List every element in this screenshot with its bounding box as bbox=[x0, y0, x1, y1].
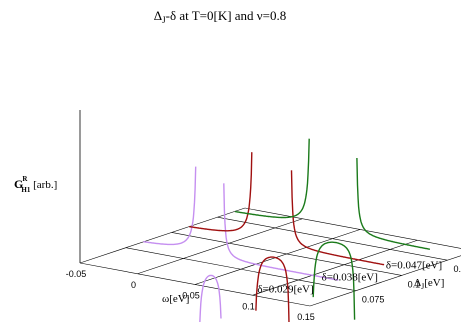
x-tick-label-3: 0.1 bbox=[242, 301, 255, 311]
y-tick-label-1: 0.1 bbox=[408, 279, 421, 289]
delta-label-2: δ=0.047[eV] bbox=[386, 260, 442, 272]
y-tick-label-0: 0.075 bbox=[362, 295, 385, 305]
floor-grid bbox=[79, 207, 461, 307]
y-tick-labels: 0.075 0.1 0.125 bbox=[362, 264, 461, 305]
series-line-purple-0 bbox=[143, 166, 339, 322]
grid-line-y-3 bbox=[217, 216, 448, 261]
x-tick-label-1: 0 bbox=[131, 280, 136, 290]
z-label-main: G bbox=[14, 177, 23, 191]
x-tick-label-2: 0.05 bbox=[182, 291, 200, 301]
delta-labels: δ=0.029[eV] δ=0.038[eV] δ=0.047[eV] bbox=[257, 260, 442, 296]
title-delta: Δ bbox=[154, 8, 162, 23]
y-label-unit: [eV] bbox=[424, 277, 444, 289]
series-group bbox=[143, 138, 431, 322]
y-label-main: Δ bbox=[414, 277, 421, 289]
grid-line-y-0 bbox=[79, 262, 311, 307]
z-label-sub: H1 bbox=[21, 186, 30, 194]
y-label-sub: J bbox=[421, 282, 424, 291]
grid-line-y-1 bbox=[125, 247, 356, 292]
title-rest: -δ at T=0[K] and ν=0.8 bbox=[166, 8, 287, 23]
z-label-sup: R bbox=[22, 175, 28, 183]
grid-line-y-2 bbox=[171, 232, 402, 276]
series-line-darkred-1 bbox=[189, 152, 385, 322]
title-delta-sub: J bbox=[162, 15, 166, 25]
x-tick-labels: -0.05 0 0.05 0.1 0.15 bbox=[66, 269, 315, 322]
delta-label-0: δ=0.029[eV] bbox=[257, 283, 313, 295]
chart-title: ΔJ-δ at T=0[K] and ν=0.8 bbox=[154, 8, 287, 25]
delta-label-1: δ=0.038[eV] bbox=[322, 272, 378, 284]
z-label-unit: [arb.] bbox=[30, 179, 57, 191]
x-tick-label-4: 0.15 bbox=[297, 312, 315, 322]
z-axis-label: GR H1 [arb.] bbox=[14, 175, 57, 194]
x-tick-label-0: -0.05 bbox=[66, 269, 87, 279]
y-tick-label-2: 0.125 bbox=[454, 264, 461, 274]
x-axis-label: ω[eV] bbox=[162, 293, 189, 305]
y-axis-label: ΔJ[eV] bbox=[414, 277, 444, 291]
grid-line-y-4 bbox=[244, 207, 461, 249]
series-line-green-2 bbox=[234, 138, 431, 320]
